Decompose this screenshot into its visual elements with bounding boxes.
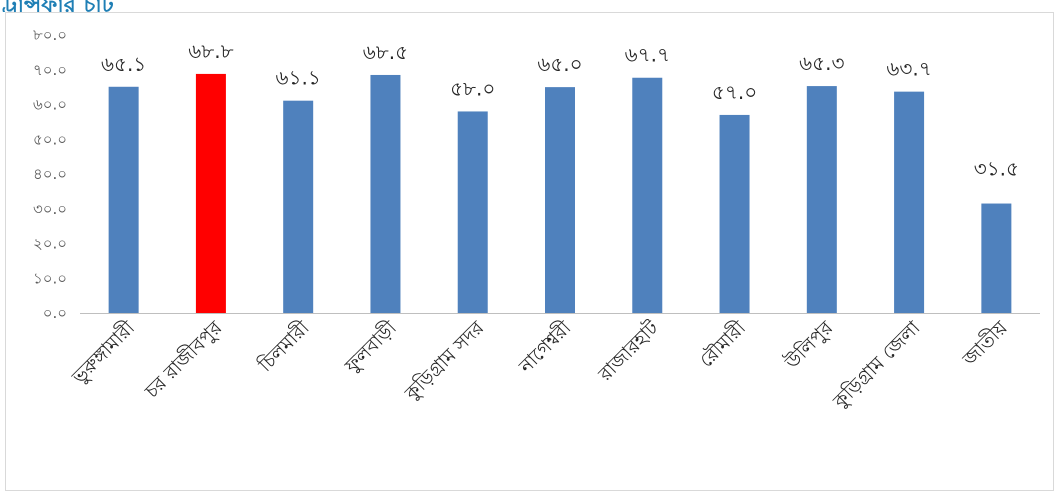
y-tick-label: ২০.০	[33, 235, 67, 253]
data-label: ৬৩.৭	[886, 57, 931, 81]
category-label: ফুলবাড়ী	[339, 316, 401, 378]
y-tick-label: ৪০.০	[33, 165, 67, 183]
category-label: চিলমারী	[253, 316, 314, 377]
category-label: কুড়িগ্রাম জেলা	[828, 317, 925, 414]
bar[interactable]	[370, 74, 401, 314]
category-label: ভুরুঙ্গামারী	[66, 316, 140, 390]
bar[interactable]	[806, 86, 837, 314]
data-label: ৬৫.০	[537, 52, 582, 76]
y-tick-label: ৮০.০	[33, 26, 67, 44]
chart-frame	[5, 12, 1054, 491]
data-label: ৫৭.০	[712, 80, 757, 104]
bar[interactable]	[283, 100, 314, 314]
data-label: ৬৭.৭	[625, 43, 670, 67]
category-label: রৌমারী	[695, 316, 751, 372]
category-label: জাতীয়	[957, 316, 1012, 371]
y-tick-label: ১০.০	[33, 269, 67, 287]
y-tick-label: ০.০	[43, 304, 67, 322]
category-label: নাগেশ্বরী	[514, 316, 576, 378]
data-label: ৬১.১	[276, 66, 321, 90]
bar[interactable]	[545, 87, 575, 313]
bar[interactable]	[894, 91, 925, 313]
category-label: উলিপুর	[780, 316, 838, 374]
data-label: ৬৫.১	[101, 52, 146, 76]
data-label: ৬৮.৮	[188, 39, 233, 63]
header-fragment: ট্রান্সফার চার্ট	[2, 0, 302, 12]
category-label: চর রাজীবপুর	[139, 316, 227, 404]
category-label: কুড়িগ্রাম সদর	[400, 317, 489, 406]
bar[interactable]	[719, 114, 750, 313]
y-tick-label: ৩০.০	[33, 200, 67, 218]
data-label: ৬৫.৩	[799, 51, 844, 75]
y-tick-label: ৭০.০	[33, 61, 67, 79]
y-tick-label: ৫০.০	[33, 130, 67, 148]
data-label: ৬৮.৫	[363, 40, 408, 64]
bar[interactable]	[457, 111, 488, 313]
bar[interactable]	[195, 73, 226, 313]
data-label: ৩১.৫	[974, 157, 1019, 181]
bar[interactable]	[632, 77, 663, 314]
data-label: ৫৮.০	[450, 76, 495, 100]
y-tick-label: ৬০.০	[33, 96, 67, 114]
bar[interactable]	[108, 86, 139, 313]
category-label: রাজারহাট	[593, 316, 663, 386]
bar[interactable]	[981, 203, 1012, 313]
